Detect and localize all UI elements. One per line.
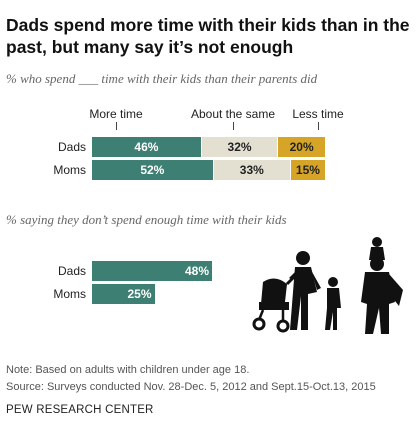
bar-segment: 15%: [290, 160, 325, 180]
row-label: Dads: [57, 140, 86, 154]
chart2-subtitle: % saying they don’t spend enough time wi…: [6, 212, 287, 227]
bar-segment: 46%: [92, 137, 201, 157]
chart1-subtitle: % who spend ___ time with their kids tha…: [6, 71, 318, 86]
bar-segment: 32%: [201, 137, 278, 157]
legend-about-the-same: About the same: [190, 107, 276, 121]
bar-segment: 20%: [278, 137, 325, 157]
footer-brand: PEW RESEARCH CENTER: [6, 404, 154, 416]
bar-segment: 52%: [92, 160, 213, 180]
row-label: Moms: [53, 163, 86, 177]
row-label: Moms: [53, 287, 86, 301]
row-label: Dads: [57, 264, 86, 278]
family-silhouette-icon: [252, 237, 403, 334]
legend-tick: [116, 122, 117, 130]
bar: 25%: [92, 284, 155, 304]
legend-tick: [318, 122, 319, 130]
source-text: Source: Surveys conducted Nov. 28-Dec. 5…: [6, 381, 376, 393]
chart-title: Dads spend more time with their kids tha…: [6, 15, 410, 57]
note-text: Note: Based on adults with children unde…: [6, 364, 250, 376]
legend-less-time: Less time: [292, 107, 344, 121]
bar-segment: 33%: [213, 160, 290, 180]
legend-more-time: More time: [89, 107, 143, 121]
bar: 48%: [92, 261, 212, 281]
legend-tick: [233, 122, 234, 130]
